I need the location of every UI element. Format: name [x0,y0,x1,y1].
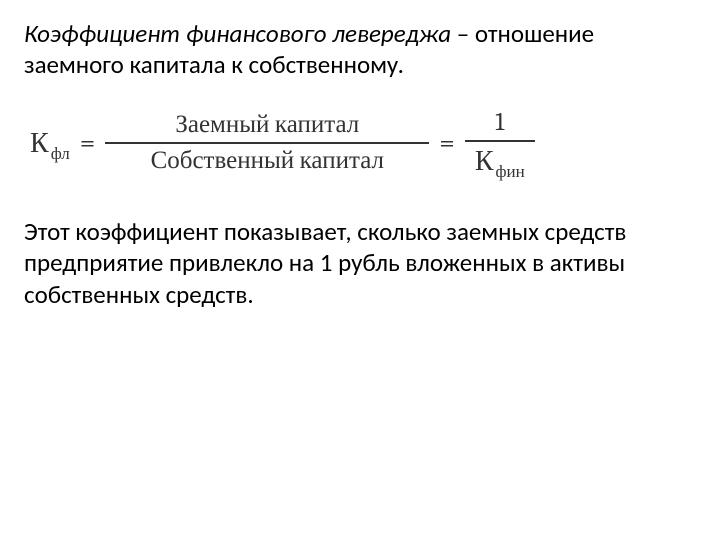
explanation-paragraph: Этот коэффициент показывает, сколько зае… [24,216,696,310]
formula: К фл = Заемный капитал Собственный капит… [30,109,696,179]
definition-paragraph: Коэффициент финансового левереджа – отно… [24,18,696,81]
fraction-main: Заемный капитал Собственный капитал [105,111,429,177]
k-sub-fl: фл [51,144,70,164]
fraction-bar-2 [465,140,535,142]
numerator-1: Заемный капитал [165,111,369,140]
k-sub-fin: фин [496,163,525,183]
coefficient-right: К фин [475,145,525,177]
k-base: К [30,127,49,160]
coefficient-left: К фл [30,127,70,160]
fraction-right: 1 К фин [465,109,535,179]
term-name: Коэффициент финансового левереджа [24,18,451,49]
equals-sign-1: = [80,127,96,159]
denominator-2: К фин [465,145,535,178]
fraction-bar-1 [105,142,429,144]
equals-sign-2: = [439,127,455,159]
numerator-2: 1 [485,109,514,138]
denominator-1: Собственный капитал [141,147,394,176]
k-base-r: К [475,145,494,177]
